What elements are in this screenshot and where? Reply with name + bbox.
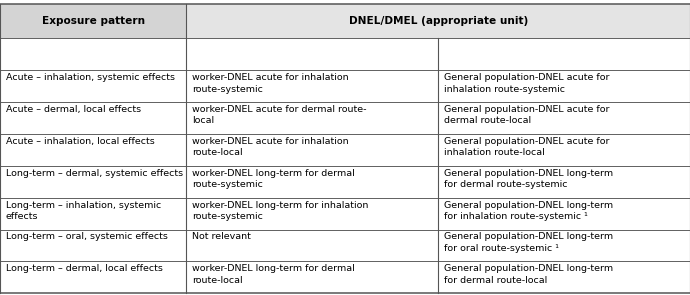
Bar [186,4,690,38]
Text: General population-DNEL acute for
inhalation route-systemic: General population-DNEL acute for inhala… [444,73,609,94]
Bar [0,198,690,230]
Text: DNEL/DMEL (appropriate unit): DNEL/DMEL (appropriate unit) [348,17,528,26]
Text: Exposure pattern: Exposure pattern [41,17,145,26]
Bar [0,166,690,198]
Text: worker-DNEL long-term for inhalation
route-systemic: worker-DNEL long-term for inhalation rou… [192,201,368,221]
Bar [0,102,690,134]
Text: General population-DNEL long-term
for dermal route-systemic: General population-DNEL long-term for de… [444,169,613,189]
Bar [0,70,690,102]
Text: Acute – inhalation, systemic effects: Acute – inhalation, systemic effects [6,73,175,82]
Text: Long-term – dermal, systemic effects: Long-term – dermal, systemic effects [6,169,183,178]
Text: Not relevant: Not relevant [192,232,250,242]
Text: Acute – inhalation, local effects: Acute – inhalation, local effects [6,137,155,146]
Bar [0,4,186,38]
Bar [0,293,690,295]
Bar [0,230,690,261]
Text: worker-DNEL acute for inhalation
route-local: worker-DNEL acute for inhalation route-l… [192,137,348,157]
Bar [0,261,690,293]
Text: Long-term – inhalation, systemic
effects: Long-term – inhalation, systemic effects [6,201,161,221]
Text: worker-DNEL long-term for dermal
route-systemic: worker-DNEL long-term for dermal route-s… [192,169,355,189]
Text: Acute – dermal, local effects: Acute – dermal, local effects [6,105,141,114]
Text: General population-DNEL acute for
inhalation route-local: General population-DNEL acute for inhala… [444,137,609,157]
Text: worker-DNEL acute for dermal route-
local: worker-DNEL acute for dermal route- loca… [192,105,366,125]
Text: Long-term – oral, systemic effects: Long-term – oral, systemic effects [6,232,168,242]
Text: Long-term – dermal, local effects: Long-term – dermal, local effects [6,264,162,273]
Text: worker-DNEL long-term for dermal
route-local: worker-DNEL long-term for dermal route-l… [192,264,355,285]
Text: General population-DNEL long-term
for oral route-systemic ¹: General population-DNEL long-term for or… [444,232,613,253]
Bar [0,134,690,166]
Text: General population-DNEL long-term
for dermal route-local: General population-DNEL long-term for de… [444,264,613,285]
Text: worker-DNEL acute for inhalation
route-systemic: worker-DNEL acute for inhalation route-s… [192,73,348,94]
Text: General population-DNEL acute for
dermal route-local: General population-DNEL acute for dermal… [444,105,609,125]
Text: General population-DNEL long-term
for inhalation route-systemic ¹: General population-DNEL long-term for in… [444,201,613,221]
